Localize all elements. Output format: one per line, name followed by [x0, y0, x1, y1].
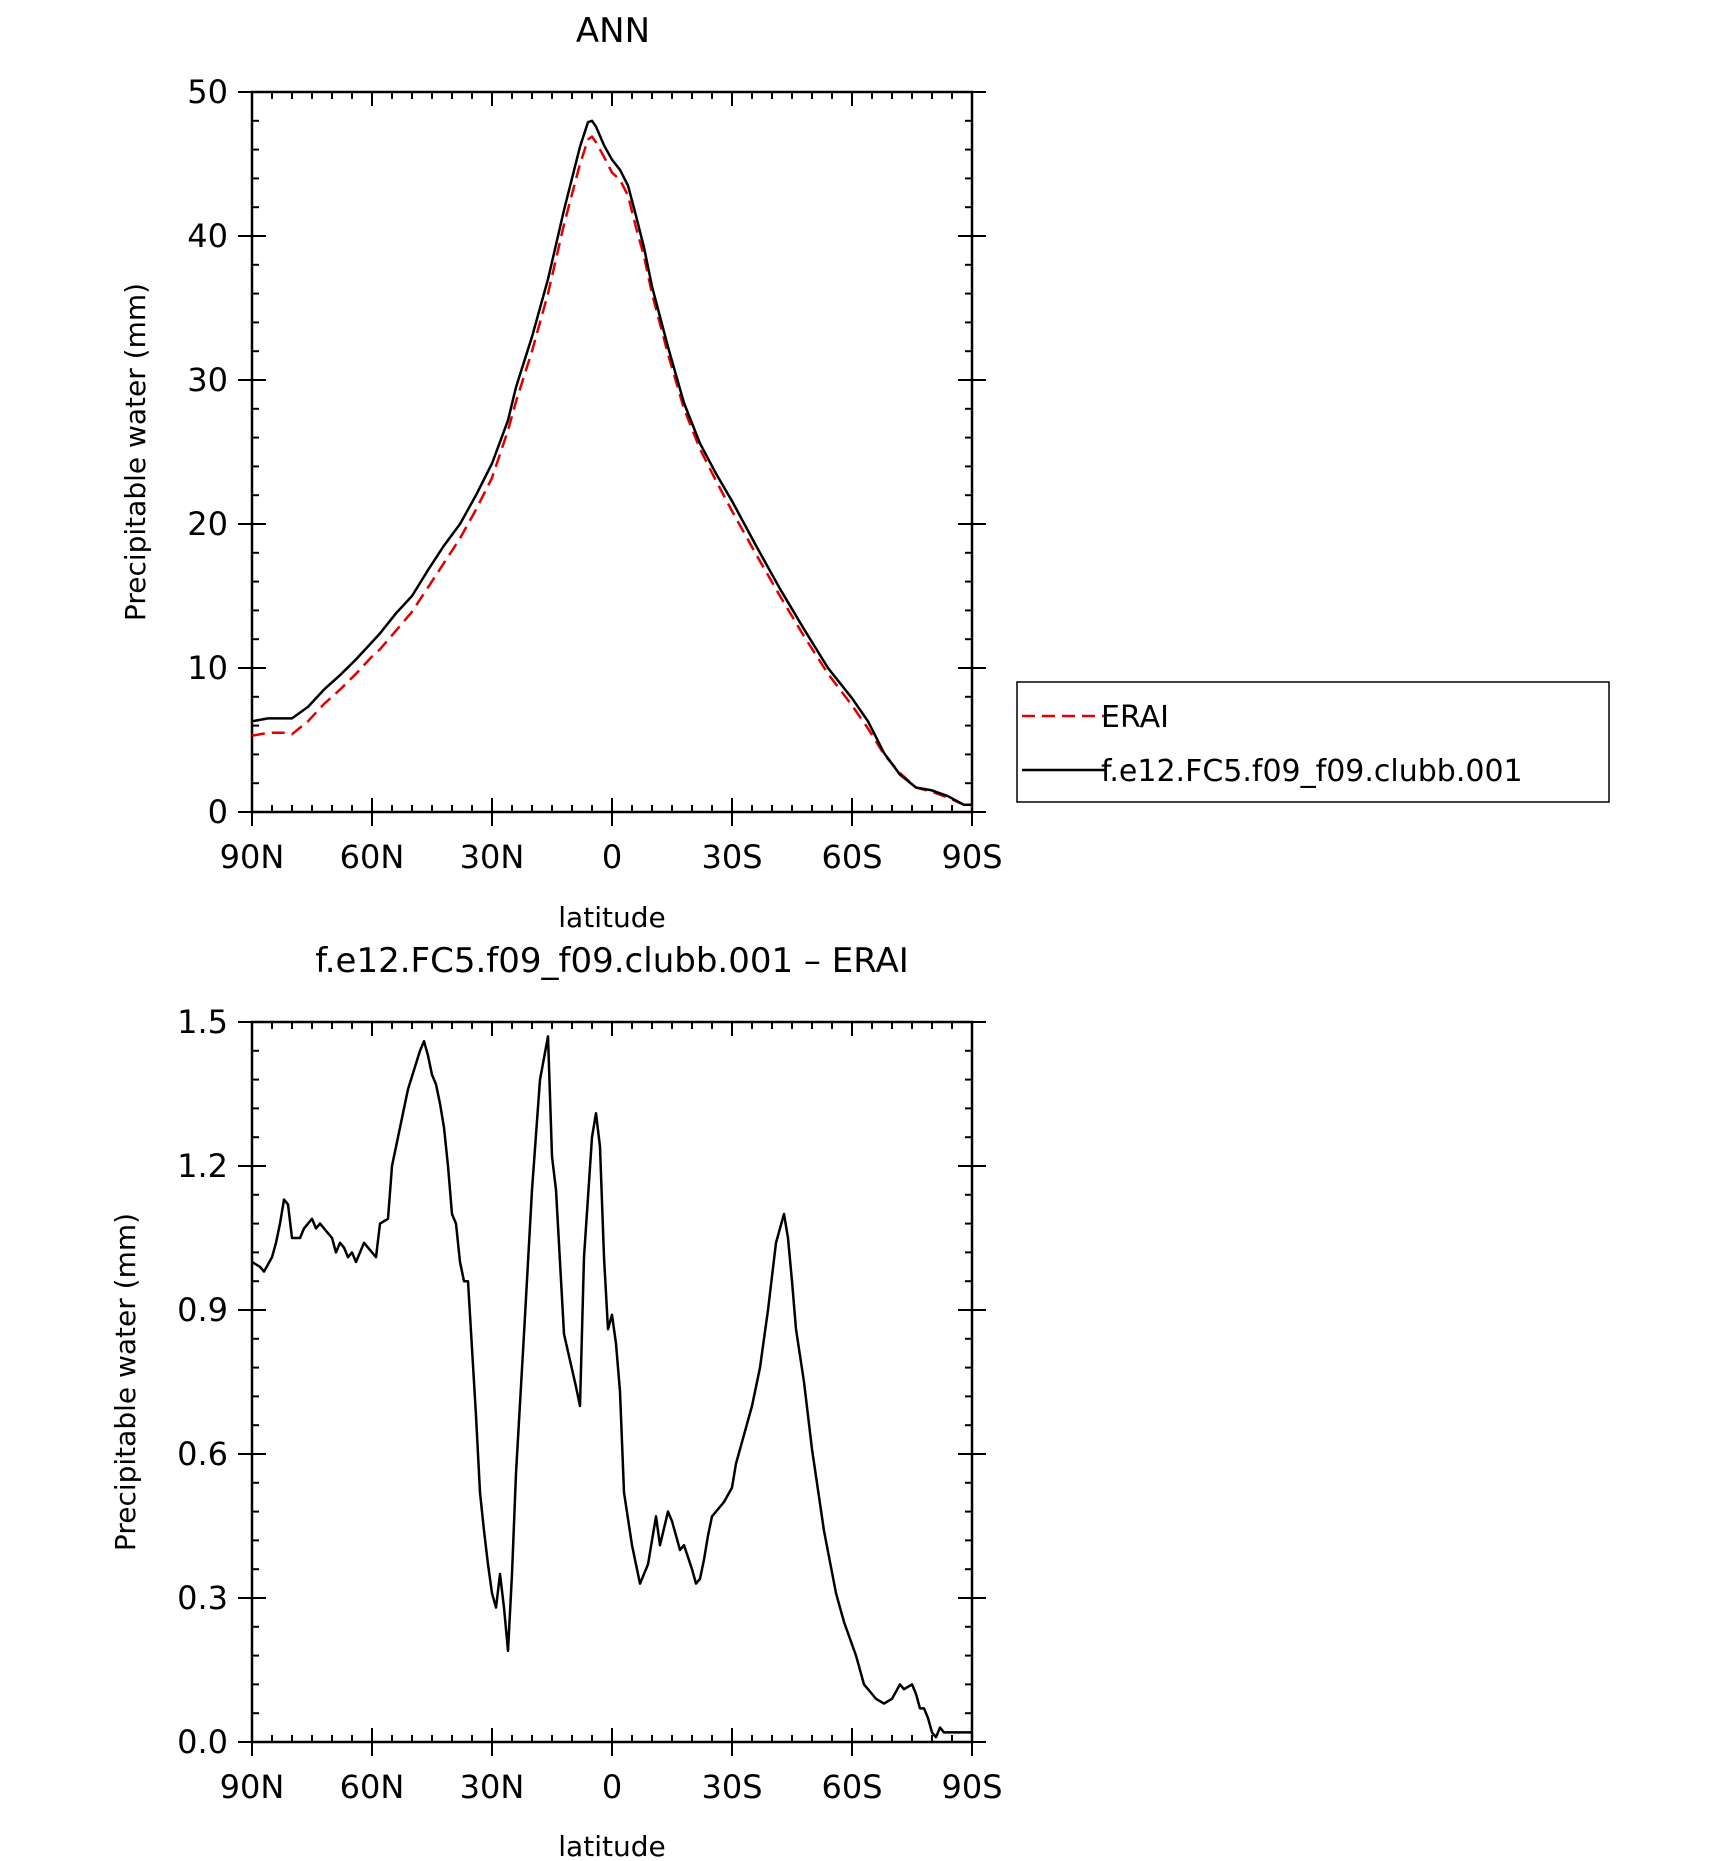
top-axis-ticks: 90N 60N 30N 0 30S 60S 90S 0 10 20 30 40 50: [187, 73, 1002, 876]
legend-box: [1016, 681, 1610, 803]
bottom-series-lines: [251, 1035, 972, 1739]
top-y-tick-label: 0: [208, 793, 228, 831]
top-plot-frame: [250, 90, 974, 814]
bottom-x-tick-label: 60N: [340, 1768, 405, 1806]
top-x-tick-label: 30N: [460, 838, 525, 876]
top-panel: ANN 90N 60N 30N 0 30S 60S 90S 0 10 20 30 40 50 latit…: [119, 11, 1610, 934]
top-x-tick-label: 0: [602, 838, 622, 876]
bottom-y-tick-label: 1.5: [177, 1003, 228, 1041]
legend: ERAI f.e12.FC5.f09_f09.clubb.001: [1016, 681, 1610, 803]
top-x-tick-label: 60S: [821, 838, 882, 876]
top-x-tick-label: 60N: [340, 838, 405, 876]
top-y-axis-label: Precipitable water (mm): [119, 283, 152, 621]
bottom-chart-title: f.e12.FC5.f09_f09.clubb.001 – ERAI: [315, 941, 909, 981]
bottom-y-tick-label: 0.6: [177, 1435, 228, 1473]
bottom-series-line-0: [251, 1035, 972, 1739]
top-x-tick-label: 90N: [220, 838, 285, 876]
bottom-x-axis-label: latitude: [558, 1830, 665, 1861]
top-series-line-0: [251, 135, 973, 808]
bottom-y-tick-label: 1.2: [177, 1147, 228, 1185]
bottom-y-tick-label: 0.9: [177, 1291, 228, 1329]
top-series-line-1: [251, 119, 972, 807]
top-y-tick-label: 20: [187, 505, 228, 543]
bottom-x-tick-label: 30N: [460, 1768, 525, 1806]
top-chart-title: ANN: [576, 11, 650, 51]
legend-model-label: f.e12.FC5.f09_f09.clubb.001: [1101, 754, 1523, 789]
top-x-axis-label: latitude: [558, 901, 665, 934]
bottom-plot-frame: [250, 1020, 974, 1744]
bottom-x-tick-label: 90N: [220, 1768, 285, 1806]
top-y-tick-label: 10: [187, 649, 228, 687]
bottom-y-tick-label: 0.3: [177, 1579, 228, 1617]
top-x-tick-label: 30S: [701, 838, 762, 876]
bottom-x-tick-label: 0: [602, 1768, 622, 1806]
top-y-tick-label: 40: [187, 217, 228, 255]
top-y-tick-label: 30: [187, 361, 228, 399]
legend-erai-label: ERAI: [1101, 700, 1169, 735]
top-series-lines: [251, 119, 973, 808]
bottom-x-tick-label: 60S: [821, 1768, 882, 1806]
bottom-y-axis-label: Precipitable water (mm): [109, 1213, 142, 1551]
top-y-tick-label: 50: [187, 73, 228, 111]
bottom-axis-ticks: 90N 60N 30N 0 30S 60S 90S 0.0 0.3 0.6 0.9 1.2 1.5: [177, 1003, 1002, 1806]
top-x-tick-label: 90S: [941, 838, 1002, 876]
bottom-x-tick-label: 90S: [941, 1768, 1002, 1806]
bottom-y-tick-label: 0.0: [177, 1723, 228, 1761]
bottom-panel: f.e12.FC5.f09_f09.clubb.001 – ERAI 90N 60…: [109, 941, 1003, 1861]
bottom-x-tick-label: 30S: [701, 1768, 762, 1806]
